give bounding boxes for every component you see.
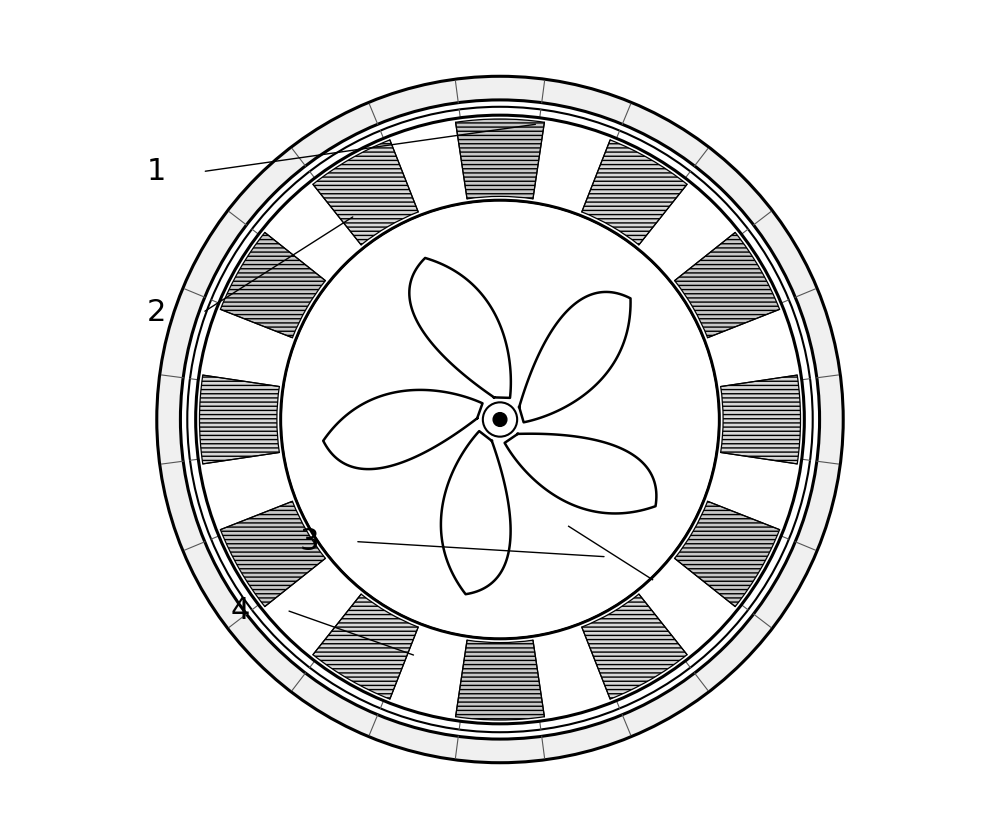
Text: 4: 4 [231, 596, 250, 625]
Polygon shape [519, 292, 631, 422]
Wedge shape [313, 594, 418, 699]
Polygon shape [409, 258, 511, 398]
Polygon shape [505, 434, 656, 513]
Circle shape [483, 403, 517, 436]
Wedge shape [456, 640, 544, 720]
Wedge shape [721, 375, 801, 464]
Wedge shape [220, 501, 325, 607]
Text: 2: 2 [147, 298, 166, 327]
Circle shape [187, 107, 813, 732]
Circle shape [493, 413, 507, 426]
Circle shape [196, 115, 804, 724]
Circle shape [157, 76, 843, 763]
Text: 1: 1 [147, 157, 166, 186]
Wedge shape [220, 232, 325, 338]
Circle shape [180, 100, 820, 739]
Wedge shape [456, 119, 544, 199]
Wedge shape [675, 501, 780, 607]
Circle shape [157, 76, 843, 763]
Wedge shape [675, 232, 780, 338]
Circle shape [283, 202, 717, 637]
Wedge shape [313, 140, 418, 245]
Wedge shape [582, 140, 687, 245]
Circle shape [281, 201, 719, 638]
Wedge shape [199, 375, 279, 464]
Polygon shape [441, 431, 511, 594]
Wedge shape [582, 594, 687, 699]
Polygon shape [323, 390, 483, 469]
Text: 3: 3 [300, 527, 319, 556]
